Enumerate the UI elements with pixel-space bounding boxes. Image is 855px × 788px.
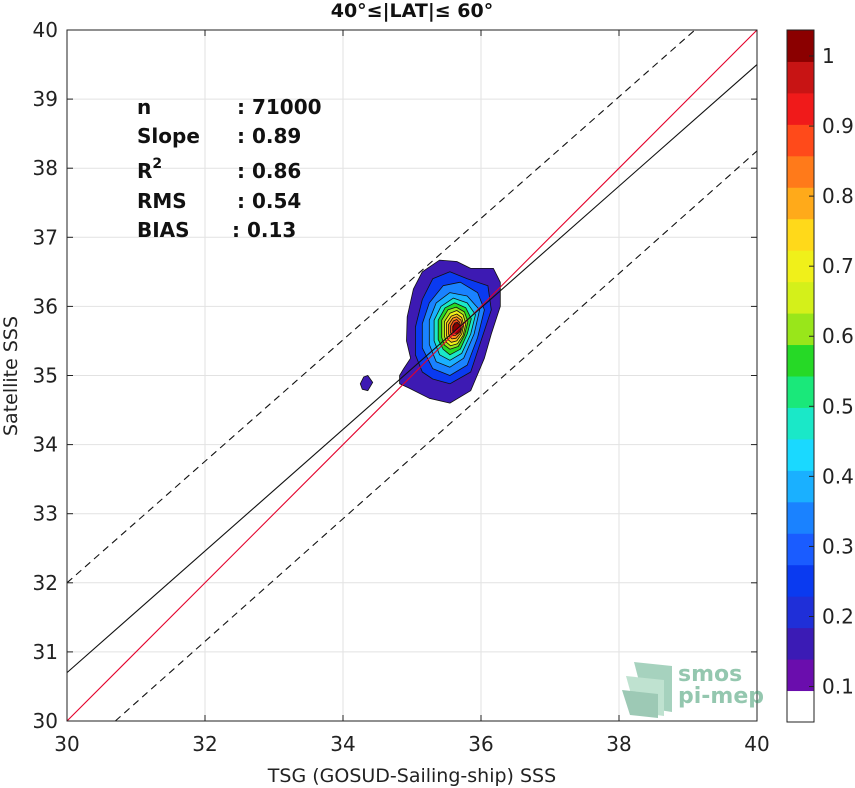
x-tick-label: 38 <box>606 732 631 756</box>
y-tick-label: 40 <box>33 18 58 42</box>
stat-r2-base: R <box>137 159 152 183</box>
y-tick-label: 31 <box>33 640 58 664</box>
colorbar-frame <box>786 29 815 723</box>
colorbar-tick-label: 0.8 <box>822 184 854 208</box>
grid <box>67 30 757 721</box>
colorbar-tick-label: 0.6 <box>822 324 854 348</box>
colorbar-segment <box>787 155 814 188</box>
colorbar-segment <box>787 187 814 220</box>
stats-box: n : 71000 Slope : 0.89 R2 : 0.86 RMS : 0… <box>137 95 322 242</box>
logo-text-line1: smos <box>678 662 742 687</box>
x-ticks: 30 32 34 36 38 40 <box>54 30 770 756</box>
y-tick-label: 32 <box>33 571 58 595</box>
colorbar-segment <box>787 61 814 94</box>
colorbar-segment <box>787 627 814 660</box>
colorbar-segment <box>787 218 814 251</box>
x-tick-label: 36 <box>468 732 493 756</box>
identity-line <box>66 29 758 722</box>
density-contours <box>359 259 501 404</box>
chart-title: 40°≤|LAT|≤ 60° <box>331 0 494 22</box>
stat-rms-label: RMS <box>137 189 187 213</box>
stat-n-value: : 71000 <box>237 95 322 119</box>
stat-r2-label: R2 <box>137 156 162 183</box>
colorbar-segment <box>787 313 814 346</box>
colorbar-tick-label: 0.4 <box>822 464 854 488</box>
logo-icon <box>622 662 672 718</box>
x-axis-label: TSG (GOSUD-Sailing-ship) SSS <box>267 765 556 787</box>
stat-n-label: n <box>137 95 151 119</box>
colorbar: 0.1 0.2 0.3 0.4 0.5 0.6 0.7 0.8 0.9 1 <box>786 29 854 723</box>
colorbar-segment <box>787 344 814 377</box>
stat-slope-value: : 0.89 <box>237 124 301 148</box>
density-island-0 <box>359 375 374 392</box>
colorbar-segment <box>787 376 814 408</box>
y-tick-label: 30 <box>33 709 58 733</box>
logo-text-line2: pi-mep <box>678 684 764 709</box>
x-tick-label: 32 <box>192 732 217 756</box>
colorbar-tick-label: 0.5 <box>822 394 854 418</box>
rms-bound-line-3 <box>114 150 758 722</box>
colorbar-segment <box>787 124 814 157</box>
colorbar-tick-label: 0.1 <box>822 675 854 699</box>
colorbar-segment <box>787 470 814 503</box>
colorbar-segment <box>787 438 814 471</box>
y-tick-label: 34 <box>33 433 58 457</box>
stat-r2-sup: 2 <box>152 156 162 172</box>
colorbar-ticks: 0.1 0.2 0.3 0.4 0.5 0.6 0.7 0.8 0.9 1 <box>809 44 854 699</box>
colorbar-tick-label: 0.3 <box>822 534 854 558</box>
y-tick-label: 36 <box>33 294 58 318</box>
y-ticks: 30 31 32 33 34 35 36 37 38 39 40 <box>33 18 757 733</box>
colorbar-segment <box>787 30 814 62</box>
colorbar-segment <box>787 501 814 534</box>
y-tick-label: 33 <box>33 502 58 526</box>
regression-line <box>66 64 758 674</box>
y-tick-label: 39 <box>33 87 58 111</box>
rms-bound-line-2 <box>66 29 696 584</box>
regression-lines <box>66 29 758 722</box>
watermark-logo: smos pi-mep <box>622 662 764 718</box>
stat-rms-value: : 0.54 <box>237 189 301 213</box>
colorbar-segment <box>787 596 814 629</box>
y-axis-label: Satellite SSS <box>0 316 22 436</box>
colorbar-segment <box>787 564 814 597</box>
colorbar-segment <box>787 407 814 440</box>
colorbar-tick-label: 0.7 <box>822 254 854 278</box>
colorbar-segment <box>787 690 814 723</box>
x-tick-label: 40 <box>744 732 769 756</box>
y-tick-label: 38 <box>33 156 58 180</box>
stat-slope-label: Slope <box>137 124 200 148</box>
colorbar-segment <box>787 92 814 125</box>
colorbar-segment <box>787 659 814 692</box>
stat-bias-label: BIAS <box>137 218 190 242</box>
colorbar-tick-label: 1 <box>822 44 835 68</box>
stat-r2-value: : 0.86 <box>237 159 301 183</box>
x-tick-label: 34 <box>330 732 355 756</box>
colorbar-tick-label: 0.2 <box>822 604 854 628</box>
x-tick-label: 30 <box>54 732 79 756</box>
stat-bias-value: : 0.13 <box>232 218 296 242</box>
colorbar-tick-label: 0.9 <box>822 114 854 138</box>
colorbar-segment <box>787 533 814 566</box>
colorbar-segment <box>787 281 814 314</box>
colorbar-segments <box>787 30 814 723</box>
y-tick-label: 37 <box>33 225 58 249</box>
y-tick-label: 35 <box>33 364 58 388</box>
